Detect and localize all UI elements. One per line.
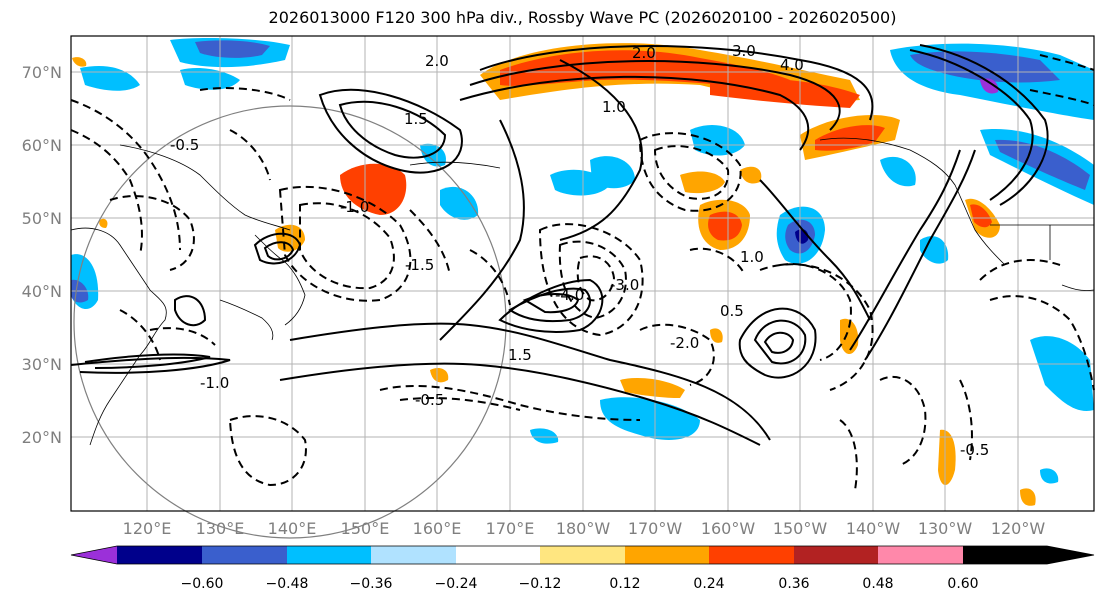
colorbar-outline [70,545,1095,565]
contour-label: 4.0 [780,56,804,74]
colorbar-segment [709,546,794,564]
contour-label: -2.0 [670,334,699,352]
lon-label: 180°W [556,519,611,538]
lon-label: 120°E [123,519,172,538]
lon-label: 150°W [773,519,828,538]
lon-label: 140°E [268,519,317,538]
contour-label: -1.0 [340,198,369,216]
lat-label: 20°N [22,428,62,447]
lat-label: 50°N [22,209,62,228]
contour-label: 1.0 [740,248,764,266]
lon-label: 120°W [991,519,1046,538]
contour-label: -1.5 [405,256,434,274]
contours-dashed [70,54,1095,491]
colorbar-max-arrow [963,546,1094,564]
map-frame [70,35,1095,512]
colorbar-segment [202,546,287,564]
colorbar-tick: 0.12 [609,576,640,592]
colorbar-segment [117,546,202,564]
lat-label: 70°N [22,63,62,82]
contour-label: 2.0 [425,52,449,70]
colorbar-tick: 0.48 [862,576,893,592]
colorbar-segment [456,546,540,564]
lon-label: 140°W [846,519,901,538]
contour-label: -0.5 [170,136,199,154]
contour-label: -3.0 [610,276,639,294]
colorbar-segment [794,546,878,564]
contour-label: -0.5 [415,391,444,409]
colorbar-tick: −0.48 [266,576,309,592]
colorbar-tick: −0.36 [350,576,393,592]
lon-label: 150°E [341,519,390,538]
lon-label: 130°W [918,519,973,538]
contour-label: 3.0 [732,42,756,60]
lat-label: 30°N [22,355,62,374]
colorbar-ticks: −0.60 −0.48 −0.36 −0.24 −0.12 0.12 0.24 … [181,576,979,592]
colorbar-tick: −0.24 [435,576,478,592]
contour-label: 2.0 [632,44,656,62]
contour-label: -1.0 [200,374,229,392]
colorbar-segment [287,546,371,564]
colorbar-min-arrow [71,546,117,564]
lon-label: 170°E [486,519,535,538]
colorbar-segment [371,546,456,564]
coastlines [70,137,1095,446]
lon-label: 130°E [196,519,245,538]
lat-axis: 70°N 60°N 50°N 40°N 30°N 20°N [22,63,62,447]
contour-label: 1.5 [508,346,532,364]
colorbar-segment [878,546,963,564]
contour-labels: 2.0 3.0 4.0 1.0 1.5 -0.5 -1.0 -1.5 -2.0 … [170,42,989,459]
colorbar [70,545,1095,565]
contour-label: 1.5 [404,110,428,128]
contour-label: -4.0 [555,286,584,304]
lon-label: 160°W [701,519,756,538]
lat-label: 60°N [22,136,62,155]
lon-label: 160°E [413,519,462,538]
colorbar-tick: −0.60 [181,576,224,592]
contour-label: 1.0 [602,98,626,116]
lon-axis: 120°E 130°E 140°E 150°E 160°E 170°E 180°… [123,519,1046,538]
colorbar-tick: 0.36 [778,576,809,592]
map-title: 2026013000 F120 300 hPa div., Rossby Wav… [268,8,897,27]
divergence-shading [71,37,1094,506]
colorbar-tick: 0.24 [693,576,724,592]
lon-label: 170°W [628,519,683,538]
colorbar-tick: 0.60 [947,576,978,592]
lat-label: 40°N [22,282,62,301]
contour-label: 0.5 [720,302,744,320]
colorbar-segment [625,546,709,564]
colorbar-tick: −0.12 [519,576,562,592]
contour-label: -0.5 [960,441,989,459]
colorbar-segment [540,546,625,564]
